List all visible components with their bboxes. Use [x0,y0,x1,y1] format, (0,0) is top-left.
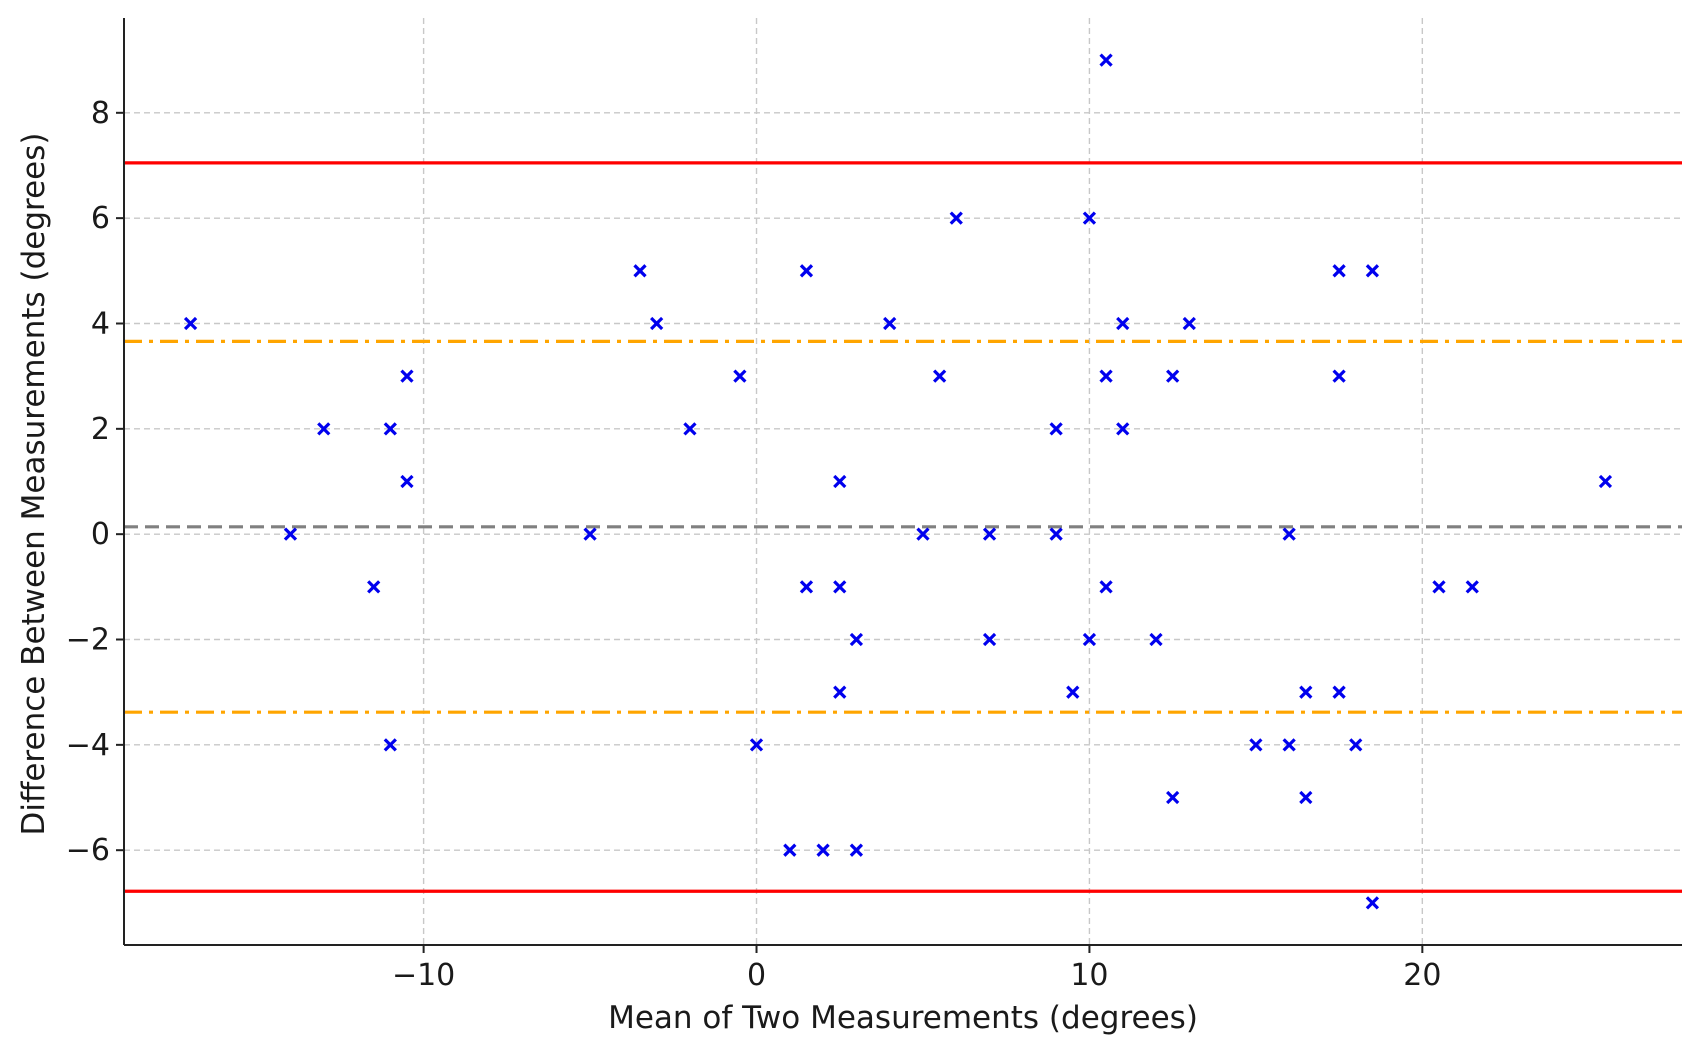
data-point [1465,580,1479,594]
data-point [1432,580,1446,594]
data-point [783,843,797,857]
data-point [1099,53,1113,67]
y-tick-label: 6 [91,201,110,236]
data-point [849,632,864,647]
data-point [833,685,847,699]
data-point [400,369,414,383]
data-point [1066,685,1080,699]
reference-lines [124,161,1682,893]
data-point [183,316,198,331]
data-point [1349,738,1363,752]
data-point [1082,211,1097,225]
data-points [183,53,1613,910]
data-point [883,316,897,331]
data-point [283,527,298,541]
axes [116,18,1682,953]
data-point [1049,527,1063,541]
y-axis-label: Difference Between Measurements (degrees… [16,133,52,836]
data-point [1249,738,1263,752]
data-point [1282,738,1296,752]
data-point [916,527,930,541]
x-tick-label: −10 [392,958,455,993]
data-point [982,527,997,541]
data-point [317,422,331,436]
data-point [1166,369,1180,383]
data-point [1149,632,1163,647]
data-point [849,843,864,857]
y-tick-label: 8 [91,96,110,131]
data-point [1365,896,1380,910]
x-tick-label: 10 [1070,958,1108,993]
data-point [833,580,847,594]
y-tick-label: −4 [66,728,110,763]
data-point [633,264,647,278]
data-point [1116,316,1130,331]
data-point [1182,316,1196,331]
data-point [1365,264,1380,278]
data-point [816,843,830,857]
tick-labels: −10 0 10 20 −6 −4 −2 0 2 4 6 8 [66,96,1442,993]
y-tick-label: −2 [66,623,110,658]
data-point [949,211,963,225]
data-point [833,474,847,489]
data-point [683,422,697,436]
data-point [1332,264,1346,278]
y-tick-label: 2 [91,412,110,447]
data-point [1332,369,1346,383]
data-point [1116,422,1130,436]
x-tick-label: 0 [747,958,766,993]
data-point [1166,790,1180,805]
data-point [1099,369,1113,383]
data-point [1099,580,1113,594]
data-point [733,369,747,383]
y-tick-label: 4 [91,306,110,341]
x-tick-label: 20 [1403,958,1441,993]
data-point [1299,685,1313,699]
data-point [383,422,397,436]
data-point [1282,527,1296,541]
data-point [932,369,947,383]
data-point [1299,790,1313,805]
y-tick-label: −6 [66,833,110,868]
data-point [799,264,814,278]
data-point [1049,422,1063,436]
data-point [799,580,814,594]
x-axis-label: Mean of Two Measurements (degrees) [608,1000,1198,1036]
data-point [1332,685,1346,699]
data-point [1082,632,1097,647]
data-point [650,316,664,331]
data-point [982,632,997,647]
grid-layer [124,18,1682,945]
data-point [749,738,764,752]
data-point [367,580,381,594]
data-point [583,527,597,541]
y-tick-label: 0 [91,517,110,552]
data-point [1598,474,1613,489]
data-point [383,738,397,752]
data-point [400,474,414,489]
